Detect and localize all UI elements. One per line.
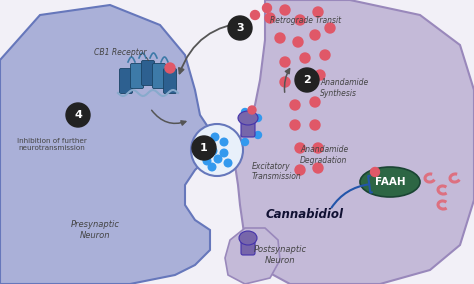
Text: Anandamide
Degradation: Anandamide Degradation	[300, 145, 348, 165]
Circle shape	[293, 37, 303, 47]
Circle shape	[265, 13, 275, 23]
Circle shape	[224, 159, 232, 167]
FancyBboxPatch shape	[241, 234, 255, 255]
Circle shape	[295, 68, 319, 92]
Ellipse shape	[238, 111, 258, 125]
Text: 2: 2	[303, 75, 311, 85]
Circle shape	[240, 24, 249, 32]
Circle shape	[214, 155, 222, 163]
Circle shape	[280, 57, 290, 67]
Text: Retrograde Transit: Retrograde Transit	[270, 16, 341, 24]
Circle shape	[280, 77, 290, 87]
Text: 4: 4	[74, 110, 82, 120]
Circle shape	[220, 149, 228, 157]
Text: Cannabidiol: Cannabidiol	[266, 208, 344, 222]
Circle shape	[199, 147, 207, 155]
Text: Inhibition of further
neurotransmission: Inhibition of further neurotransmission	[17, 138, 87, 151]
FancyBboxPatch shape	[164, 68, 176, 93]
Circle shape	[300, 53, 310, 63]
Circle shape	[208, 163, 216, 171]
Text: FAAH: FAAH	[374, 177, 405, 187]
Circle shape	[295, 165, 305, 175]
Text: Presynaptic
Neuron: Presynaptic Neuron	[71, 220, 119, 240]
Circle shape	[290, 120, 300, 130]
Text: CB1 Receptor: CB1 Receptor	[94, 47, 146, 57]
Circle shape	[313, 143, 323, 153]
Text: Excitatory
Transmission: Excitatory Transmission	[252, 162, 302, 181]
Circle shape	[295, 143, 305, 153]
Circle shape	[209, 147, 217, 155]
Circle shape	[315, 70, 325, 80]
FancyBboxPatch shape	[130, 64, 144, 89]
Ellipse shape	[360, 167, 420, 197]
Ellipse shape	[239, 231, 257, 245]
Circle shape	[313, 7, 323, 17]
Circle shape	[290, 100, 300, 110]
Text: 3: 3	[236, 23, 244, 33]
Circle shape	[245, 124, 252, 131]
Polygon shape	[0, 5, 210, 284]
Circle shape	[275, 33, 285, 43]
Circle shape	[165, 63, 175, 73]
Circle shape	[248, 106, 256, 114]
Circle shape	[371, 168, 380, 176]
Circle shape	[201, 138, 209, 146]
Polygon shape	[225, 228, 280, 284]
FancyBboxPatch shape	[142, 60, 155, 85]
Circle shape	[220, 138, 228, 146]
Circle shape	[280, 5, 290, 15]
Circle shape	[313, 163, 323, 173]
FancyBboxPatch shape	[153, 64, 165, 89]
Circle shape	[255, 114, 262, 122]
Circle shape	[241, 108, 248, 116]
FancyBboxPatch shape	[119, 68, 133, 93]
Circle shape	[191, 124, 243, 176]
Circle shape	[203, 157, 211, 165]
Circle shape	[310, 97, 320, 107]
Circle shape	[300, 75, 310, 85]
Circle shape	[255, 131, 262, 139]
Circle shape	[320, 50, 330, 60]
Circle shape	[241, 139, 248, 145]
Circle shape	[211, 133, 219, 141]
Circle shape	[295, 15, 305, 25]
Circle shape	[325, 23, 335, 33]
Text: Postsynaptic
Neuron: Postsynaptic Neuron	[254, 245, 307, 265]
Text: Anandamide
Synthesis: Anandamide Synthesis	[320, 78, 368, 98]
Circle shape	[310, 120, 320, 130]
Circle shape	[263, 3, 272, 12]
Circle shape	[310, 30, 320, 40]
Polygon shape	[235, 0, 474, 284]
Circle shape	[192, 136, 216, 160]
Text: 1: 1	[200, 143, 208, 153]
Circle shape	[66, 103, 90, 127]
Circle shape	[250, 11, 259, 20]
FancyBboxPatch shape	[241, 114, 255, 137]
Circle shape	[228, 16, 252, 40]
